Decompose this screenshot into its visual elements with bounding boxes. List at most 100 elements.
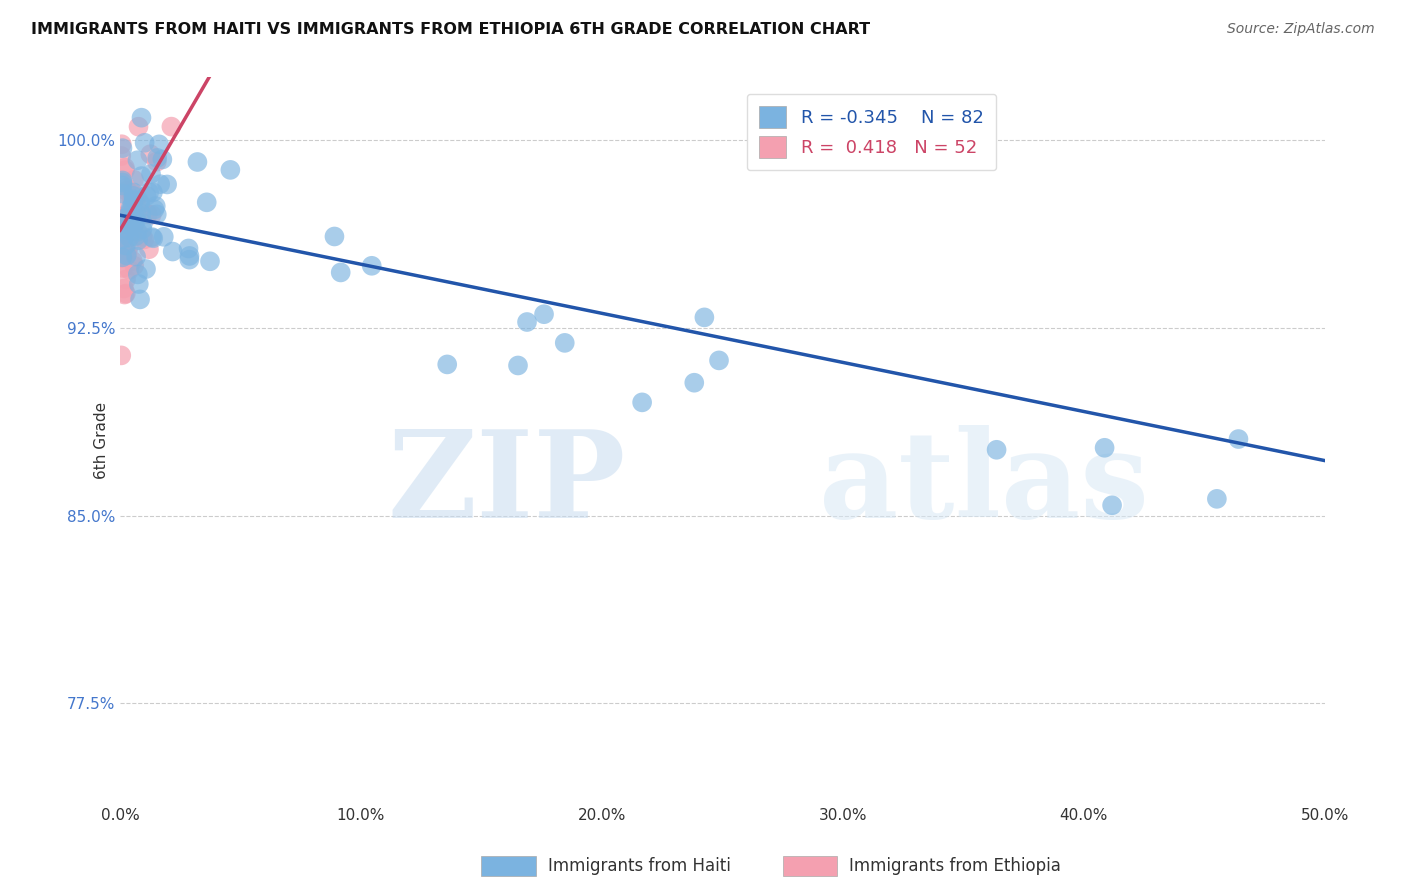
Point — [162, 244, 184, 259]
Point — [323, 229, 346, 244]
Point — [143, 202, 166, 217]
Point — [110, 251, 132, 265]
Point — [120, 201, 142, 215]
Text: atlas: atlas — [818, 425, 1149, 543]
Point — [110, 224, 132, 238]
Point — [111, 260, 134, 275]
Point — [124, 215, 146, 229]
Point — [111, 186, 134, 201]
Point — [122, 259, 145, 273]
Point — [145, 199, 167, 213]
Point — [117, 211, 139, 225]
Point — [179, 249, 201, 263]
Point — [219, 162, 242, 177]
Point — [131, 169, 153, 183]
Point — [131, 222, 153, 236]
Point — [129, 197, 152, 211]
Point — [554, 335, 576, 350]
Point — [111, 250, 134, 264]
Point — [115, 196, 138, 211]
Point — [142, 186, 165, 200]
Point — [114, 286, 136, 301]
Point — [110, 348, 132, 362]
Point — [114, 287, 136, 301]
Point — [122, 173, 145, 187]
Point — [112, 211, 135, 226]
Point — [125, 190, 148, 204]
Point — [177, 242, 200, 256]
Point — [125, 196, 148, 211]
Point — [1205, 491, 1227, 506]
Point — [142, 231, 165, 245]
Point — [121, 197, 143, 211]
Point — [129, 293, 152, 307]
Point — [118, 240, 141, 254]
Point — [114, 163, 136, 178]
Point — [111, 137, 134, 152]
Point — [115, 248, 138, 262]
Point — [146, 207, 169, 221]
Point — [198, 254, 221, 268]
Point — [111, 240, 134, 254]
Point — [122, 192, 145, 206]
Point — [122, 211, 145, 225]
Point — [136, 207, 159, 221]
Point — [329, 265, 352, 279]
Point — [506, 359, 529, 373]
Point — [125, 229, 148, 244]
Point — [117, 208, 139, 222]
Point — [120, 221, 142, 235]
Point — [131, 111, 153, 125]
Point — [516, 315, 538, 329]
Point — [128, 120, 150, 134]
Point — [112, 235, 135, 249]
Point — [134, 232, 156, 246]
Point — [134, 136, 156, 150]
Point — [117, 246, 139, 260]
Point — [128, 277, 150, 291]
Point — [114, 161, 136, 175]
Point — [110, 220, 132, 235]
Point — [118, 219, 141, 233]
Point — [118, 230, 141, 244]
Text: ZIP: ZIP — [388, 425, 626, 543]
Point — [156, 178, 179, 192]
Text: Immigrants from Haiti: Immigrants from Haiti — [548, 857, 731, 875]
Point — [127, 225, 149, 239]
Point — [148, 137, 170, 152]
Point — [111, 173, 134, 187]
Text: Immigrants from Ethiopia: Immigrants from Ethiopia — [849, 857, 1060, 875]
Point — [131, 207, 153, 221]
Point — [1094, 441, 1116, 455]
Point — [179, 252, 201, 267]
Point — [114, 238, 136, 252]
Point — [121, 253, 143, 268]
Point — [631, 395, 654, 409]
Point — [122, 189, 145, 203]
Point — [693, 310, 716, 325]
Point — [118, 263, 141, 277]
Text: Source: ZipAtlas.com: Source: ZipAtlas.com — [1227, 22, 1375, 37]
Point — [1101, 498, 1123, 512]
Point — [986, 442, 1008, 457]
Point — [146, 151, 169, 165]
Point — [112, 211, 135, 226]
Point — [146, 154, 169, 169]
Point — [683, 376, 706, 390]
Point — [112, 219, 135, 233]
Point — [125, 207, 148, 221]
Point — [141, 230, 163, 244]
Point — [115, 181, 138, 195]
Point — [110, 216, 132, 230]
Point — [110, 210, 132, 224]
Point — [186, 155, 208, 169]
Point — [110, 149, 132, 163]
Point — [111, 232, 134, 246]
Point — [114, 242, 136, 256]
Point — [138, 186, 160, 200]
Point — [127, 268, 149, 282]
Point — [533, 307, 555, 321]
Point — [114, 244, 136, 258]
Point — [115, 272, 138, 286]
Point — [153, 229, 176, 244]
